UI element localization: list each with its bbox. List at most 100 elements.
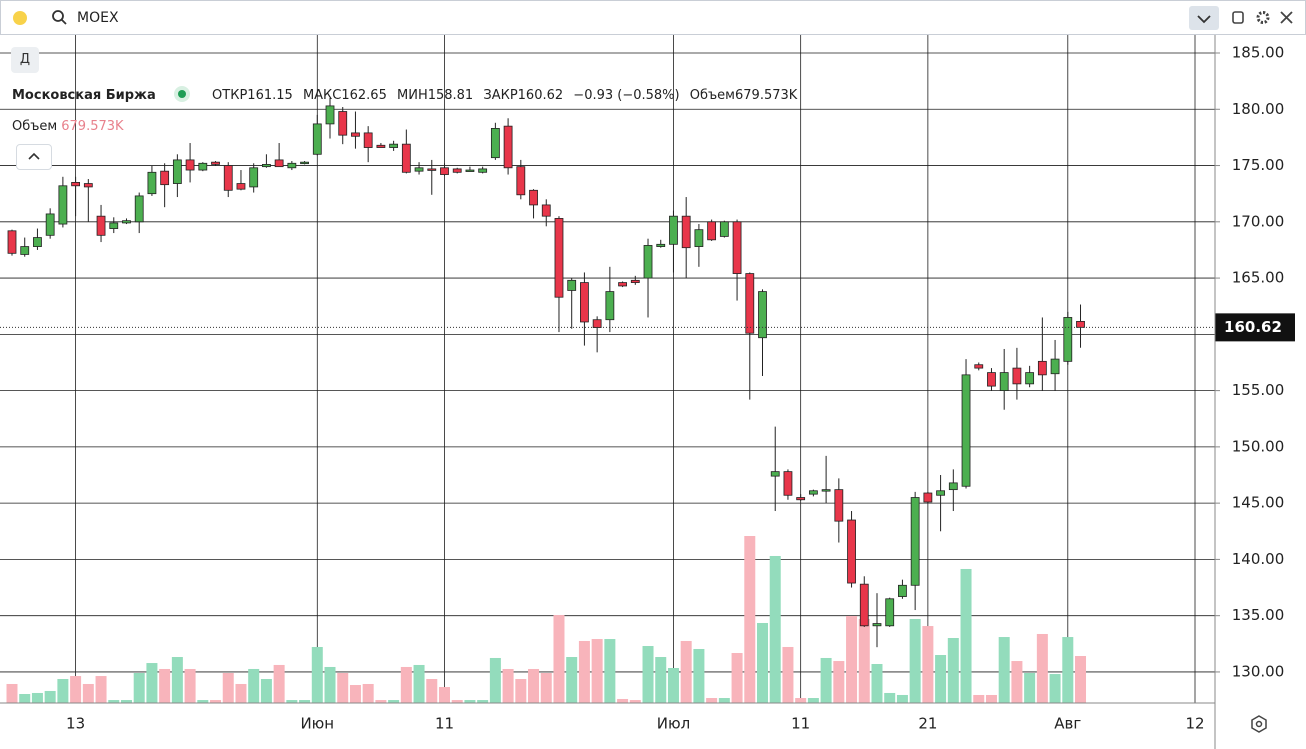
volume-bar bbox=[451, 700, 463, 703]
volume-bar bbox=[947, 637, 959, 703]
candle-body bbox=[287, 162, 297, 169]
volume-bar bbox=[935, 655, 947, 703]
y-tick-label: 175.00 bbox=[1232, 156, 1285, 174]
x-tick-label: 11 bbox=[435, 715, 454, 733]
volume-bar bbox=[57, 679, 69, 703]
y-tick-label: 180.00 bbox=[1232, 100, 1285, 118]
volume-bar bbox=[629, 700, 641, 703]
volume-bar bbox=[680, 640, 692, 703]
candle-body bbox=[516, 166, 526, 196]
y-tick-label: 130.00 bbox=[1232, 662, 1285, 680]
volume-bar bbox=[44, 690, 56, 703]
volume-bar bbox=[1011, 661, 1023, 703]
candle-body bbox=[567, 279, 577, 291]
volume-bar bbox=[1036, 633, 1048, 703]
axis-settings-icon[interactable] bbox=[1251, 715, 1267, 733]
search-icon[interactable] bbox=[52, 10, 64, 22]
volume-bar bbox=[502, 668, 514, 703]
volume-label: Объем bbox=[689, 88, 735, 103]
search-text[interactable]: MOEX bbox=[77, 10, 119, 26]
candle-body bbox=[796, 497, 806, 501]
candle-body bbox=[185, 159, 195, 171]
volume-legend-value: 679.573K bbox=[61, 119, 124, 134]
candle-body bbox=[160, 170, 170, 186]
volume-bar bbox=[731, 653, 743, 703]
volume-bar bbox=[604, 639, 616, 703]
volume-value: 679.573K bbox=[735, 88, 798, 103]
volume-bar bbox=[400, 666, 412, 703]
candle-body bbox=[45, 213, 55, 236]
candle-body bbox=[987, 372, 996, 387]
close-icon[interactable] bbox=[1280, 11, 1293, 24]
volume-bar bbox=[998, 637, 1010, 703]
low-label: МИН bbox=[397, 88, 428, 103]
candle-body bbox=[338, 111, 348, 136]
y-tick-label: 165.00 bbox=[1232, 269, 1285, 287]
volume-bar bbox=[566, 657, 578, 703]
volume-bar bbox=[540, 672, 552, 703]
collapse-button[interactable] bbox=[16, 144, 52, 170]
volume-bar bbox=[184, 668, 196, 703]
candle-body bbox=[312, 123, 322, 155]
candle-body bbox=[96, 215, 106, 236]
dropdown-button[interactable] bbox=[1189, 6, 1219, 30]
volume-bar bbox=[655, 657, 667, 703]
volume-bar bbox=[642, 646, 654, 703]
candle-body bbox=[1037, 360, 1047, 376]
y-tick-label: 170.00 bbox=[1232, 212, 1285, 230]
interval-button[interactable]: Д bbox=[11, 47, 39, 73]
toolbar bbox=[0, 0, 1306, 35]
instrument-name: Московская Биржа bbox=[12, 88, 156, 103]
volume-bar bbox=[159, 668, 171, 703]
volume-bar bbox=[222, 672, 234, 703]
status-dot bbox=[13, 11, 27, 25]
volume-bar bbox=[464, 700, 476, 703]
candle-body bbox=[109, 222, 119, 229]
x-tick-label: Авг bbox=[1054, 715, 1081, 733]
candle-body bbox=[401, 143, 411, 173]
y-tick-label: 150.00 bbox=[1232, 437, 1285, 455]
live-dot bbox=[177, 90, 186, 98]
volume-bar bbox=[133, 672, 145, 703]
volume-bar bbox=[515, 679, 527, 703]
candle-body bbox=[262, 164, 271, 168]
x-tick-label: 11 bbox=[791, 715, 810, 733]
candle-body bbox=[223, 165, 233, 191]
volume-bar bbox=[311, 646, 323, 703]
candle-body bbox=[274, 159, 284, 168]
volume-bar bbox=[362, 683, 374, 703]
volume-bar bbox=[896, 694, 908, 703]
candle-body bbox=[669, 215, 678, 245]
volume-bar bbox=[820, 657, 832, 703]
volume-bar bbox=[248, 668, 260, 703]
axis-settings-icon-center bbox=[1255, 720, 1263, 728]
candle-body bbox=[325, 105, 335, 125]
candle-body bbox=[427, 168, 437, 171]
candle-body bbox=[554, 218, 564, 298]
volume-bar bbox=[120, 700, 132, 703]
settings-icon[interactable] bbox=[1256, 11, 1270, 24]
candle-body bbox=[7, 230, 17, 254]
volume-bar bbox=[299, 700, 311, 703]
candle-body bbox=[783, 471, 793, 496]
candle-body bbox=[605, 291, 615, 321]
candle-body bbox=[618, 282, 627, 287]
candle-body bbox=[808, 490, 818, 495]
y-tick-label: 155.00 bbox=[1232, 381, 1285, 399]
volume-bar bbox=[578, 640, 590, 703]
candle-body bbox=[236, 183, 246, 190]
volume-bar bbox=[489, 657, 501, 703]
volume-bar bbox=[31, 692, 43, 703]
volume-bar bbox=[235, 683, 247, 703]
low-value: 158.81 bbox=[427, 88, 474, 103]
candle-body bbox=[923, 492, 933, 503]
candle-body bbox=[872, 623, 882, 627]
maximize-icon[interactable] bbox=[1232, 11, 1244, 24]
candle-body bbox=[719, 221, 729, 237]
y-tick-label: 185.00 bbox=[1232, 44, 1285, 62]
volume-bar bbox=[718, 698, 730, 703]
candle-body bbox=[58, 185, 68, 225]
volume-bar bbox=[388, 700, 400, 703]
